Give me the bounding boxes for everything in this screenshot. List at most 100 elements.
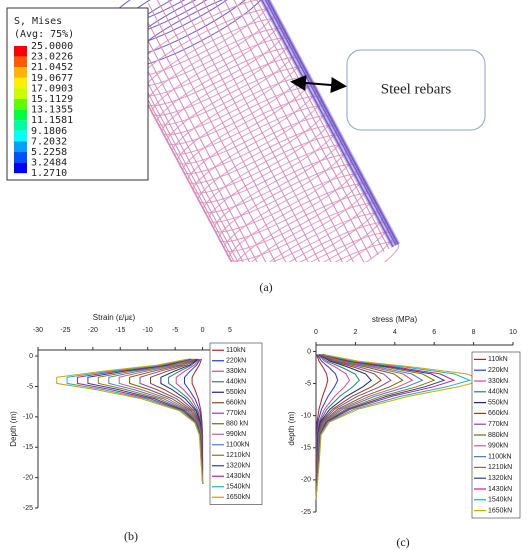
caption: (a) xyxy=(259,280,272,294)
legend-label: 330kN xyxy=(226,368,246,375)
legend-label: 1100kN xyxy=(488,453,512,460)
bar-line xyxy=(125,14,282,262)
series-line xyxy=(315,354,446,500)
legend-label: 110kN xyxy=(226,347,246,354)
y-tick-label: -15 xyxy=(301,445,311,452)
legend-label: 330kN xyxy=(488,378,508,385)
callout-box xyxy=(346,49,486,131)
callout-text: Steel rebars xyxy=(381,81,452,97)
contour-label: 23.0226 xyxy=(31,52,73,63)
legend-label: 880 kN xyxy=(226,421,248,428)
legend-label: 440kN xyxy=(226,379,246,386)
x-tick-label: 0 xyxy=(201,327,205,334)
y-axis-title: depth (m) xyxy=(287,411,296,446)
series-line xyxy=(315,354,472,500)
x-tick-label: 4 xyxy=(393,329,397,336)
y-tick-label: -10 xyxy=(301,412,311,419)
x-tick-label: -30 xyxy=(33,327,43,334)
bar-line xyxy=(216,0,372,259)
legend-label: 110kN xyxy=(488,356,508,363)
legend-label: 1430kN xyxy=(226,473,250,480)
x-tick-label: 6 xyxy=(432,329,436,336)
x-tick-label: 10 xyxy=(509,329,517,336)
legend-label: 1210kN xyxy=(488,464,512,471)
y-axis-title: Depth (m) xyxy=(9,411,18,447)
contour-label: 13.1355 xyxy=(31,105,73,116)
series-line xyxy=(56,358,204,484)
series-line xyxy=(87,358,204,484)
y-tick-label: -10 xyxy=(23,414,33,421)
contour-title: S, Mises xyxy=(14,16,62,27)
contour-swatch xyxy=(14,67,27,78)
legend-label: 220kN xyxy=(488,367,508,374)
contour-legend-box xyxy=(6,7,149,181)
contour-swatch xyxy=(14,77,27,89)
y-tick-label: -5 xyxy=(305,380,311,387)
legend-label: 990kN xyxy=(226,431,246,438)
x-tick-label: 0 xyxy=(314,329,318,336)
legend-label: 1320kN xyxy=(488,475,512,482)
bar-line xyxy=(165,0,321,262)
contour-label: 5.2258 xyxy=(31,147,67,158)
contour-label: 9.1806 xyxy=(31,126,67,137)
bar-line xyxy=(147,3,304,262)
bar-line xyxy=(208,0,365,262)
x-axis-title: stress (MPa) xyxy=(372,315,418,324)
x-tick-label: -15 xyxy=(115,327,125,334)
contour-subtitle: (Avg: 75%) xyxy=(14,29,74,40)
legend-label: 660kN xyxy=(488,410,508,417)
y-tick-label: 0 xyxy=(307,348,311,355)
contour-swatch xyxy=(14,109,27,121)
y-tick-label: -25 xyxy=(301,509,311,516)
bar-line xyxy=(200,0,357,262)
x-tick-label: -25 xyxy=(60,327,70,334)
legend-label: 440kN xyxy=(488,389,508,396)
contour-swatch xyxy=(14,152,27,163)
y-tick-label: -20 xyxy=(301,477,311,484)
bar-line xyxy=(156,0,313,262)
x-tick-label: 8 xyxy=(472,329,476,336)
contour-label: 11.1581 xyxy=(31,115,73,126)
legend-label: 1320kN xyxy=(226,463,250,470)
contour-swatch xyxy=(14,46,27,57)
bar-line xyxy=(174,0,330,262)
bar-line xyxy=(132,11,288,262)
legend-label: 1210kN xyxy=(226,452,250,459)
legend-label: 220kN xyxy=(226,358,246,365)
x-axis-title: Strain (ε/με) xyxy=(93,313,136,322)
caption: (b) xyxy=(124,529,138,543)
contour-swatch xyxy=(14,162,27,174)
legend-label: 550kN xyxy=(488,399,508,406)
x-tick-label: -20 xyxy=(88,327,98,334)
bar-line xyxy=(139,7,296,262)
bar-line xyxy=(222,0,379,256)
y-tick-label: 0 xyxy=(29,353,33,360)
legend-label: 880kN xyxy=(488,432,508,439)
y-tick-label: -5 xyxy=(27,383,33,390)
contour-label: 21.0452 xyxy=(31,62,73,73)
legend-label: 770kN xyxy=(488,421,508,428)
bar-line xyxy=(191,0,348,262)
legend-label: 1650kN xyxy=(226,494,250,501)
y-tick-label: -25 xyxy=(23,505,33,512)
contour-label: 7.2032 xyxy=(31,136,67,147)
series-line xyxy=(108,358,204,484)
contour-swatch xyxy=(14,120,27,131)
callout-arrow xyxy=(290,75,347,93)
legend-label: 1430kN xyxy=(488,486,512,493)
legend-label: 990kN xyxy=(488,443,508,450)
legend-label: 1100kN xyxy=(226,442,250,449)
contour-swatch xyxy=(14,99,27,110)
x-tick-label: -5 xyxy=(172,327,178,334)
contour-label: 15.1129 xyxy=(31,94,73,105)
x-tick-label: 2 xyxy=(353,329,357,336)
bar-line xyxy=(228,0,385,252)
series-line xyxy=(315,354,486,500)
legend-label: 550kN xyxy=(226,389,246,396)
contour-label: 1.2710 xyxy=(31,168,67,179)
contour-swatch xyxy=(14,141,27,152)
legend-label: 770kN xyxy=(226,410,246,417)
x-tick-label: 5 xyxy=(228,327,232,334)
contour-swatch xyxy=(14,130,27,142)
